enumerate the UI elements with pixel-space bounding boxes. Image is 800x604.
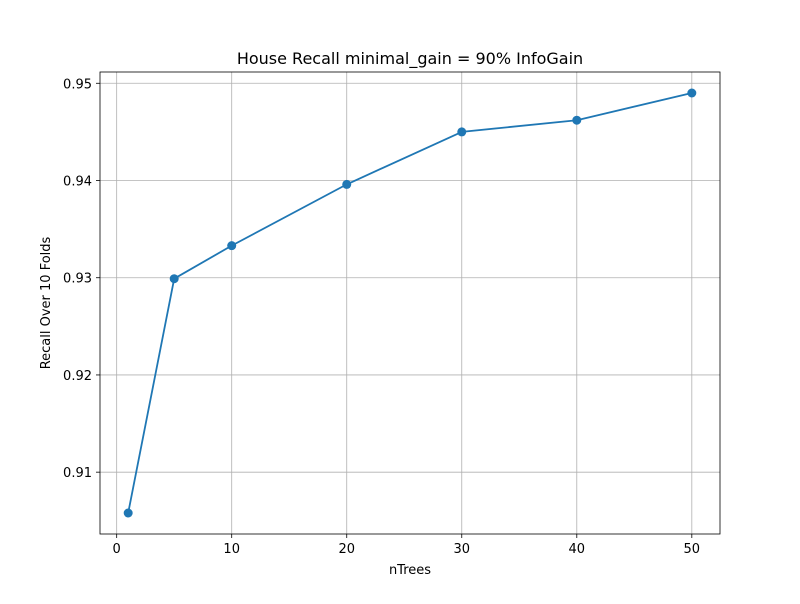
y-tick-label: 0.93 — [63, 272, 92, 287]
y-tick-label: 0.91 — [63, 466, 92, 481]
x-axis-label: nTrees — [389, 563, 431, 578]
data-point — [457, 127, 467, 137]
chart-title: House Recall minimal_gain = 90% InfoGain — [237, 49, 583, 69]
y-tick-label: 0.94 — [63, 175, 92, 190]
data-point — [342, 179, 352, 189]
series-group — [123, 88, 697, 518]
data-point — [123, 508, 133, 518]
data-point — [227, 241, 237, 251]
x-tick-label: 40 — [569, 542, 586, 557]
data-point — [169, 274, 179, 284]
x-axis-ticks: 0 10 20 30 40 50 — [113, 534, 701, 557]
x-tick-label: 0 — [113, 542, 121, 557]
y-axis-ticks: 0.91 0.92 0.93 0.94 0.95 — [63, 77, 100, 481]
x-tick-label: 20 — [338, 542, 355, 557]
plot-frame — [99, 71, 721, 535]
x-tick-label: 10 — [223, 542, 240, 557]
y-axis-label: Recall Over 10 Folds — [39, 236, 54, 369]
data-point — [687, 88, 697, 98]
x-tick-label: 50 — [684, 542, 701, 557]
x-tick-label: 30 — [453, 542, 470, 557]
y-tick-label: 0.92 — [63, 369, 92, 384]
y-tick-label: 0.95 — [63, 77, 92, 92]
grid — [100, 72, 720, 534]
data-point — [572, 115, 582, 125]
